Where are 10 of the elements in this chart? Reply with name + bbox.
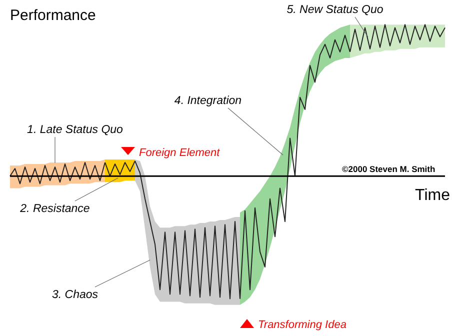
text: 1. Late Status Quo xyxy=(27,124,124,136)
text: 2. Resistance xyxy=(19,203,90,215)
text: 4. Integration xyxy=(174,95,242,107)
annotation: ©2000 Steven M. Smith xyxy=(342,164,436,174)
text: Transforming Idea xyxy=(258,319,346,331)
annotation: Foreign Element xyxy=(139,147,221,159)
y-axis-title: Performance xyxy=(10,7,96,24)
x-axis-title: Time xyxy=(415,187,450,204)
text: 3. Chaos xyxy=(52,289,98,301)
series-label: 5. New Status Quo xyxy=(286,4,384,16)
